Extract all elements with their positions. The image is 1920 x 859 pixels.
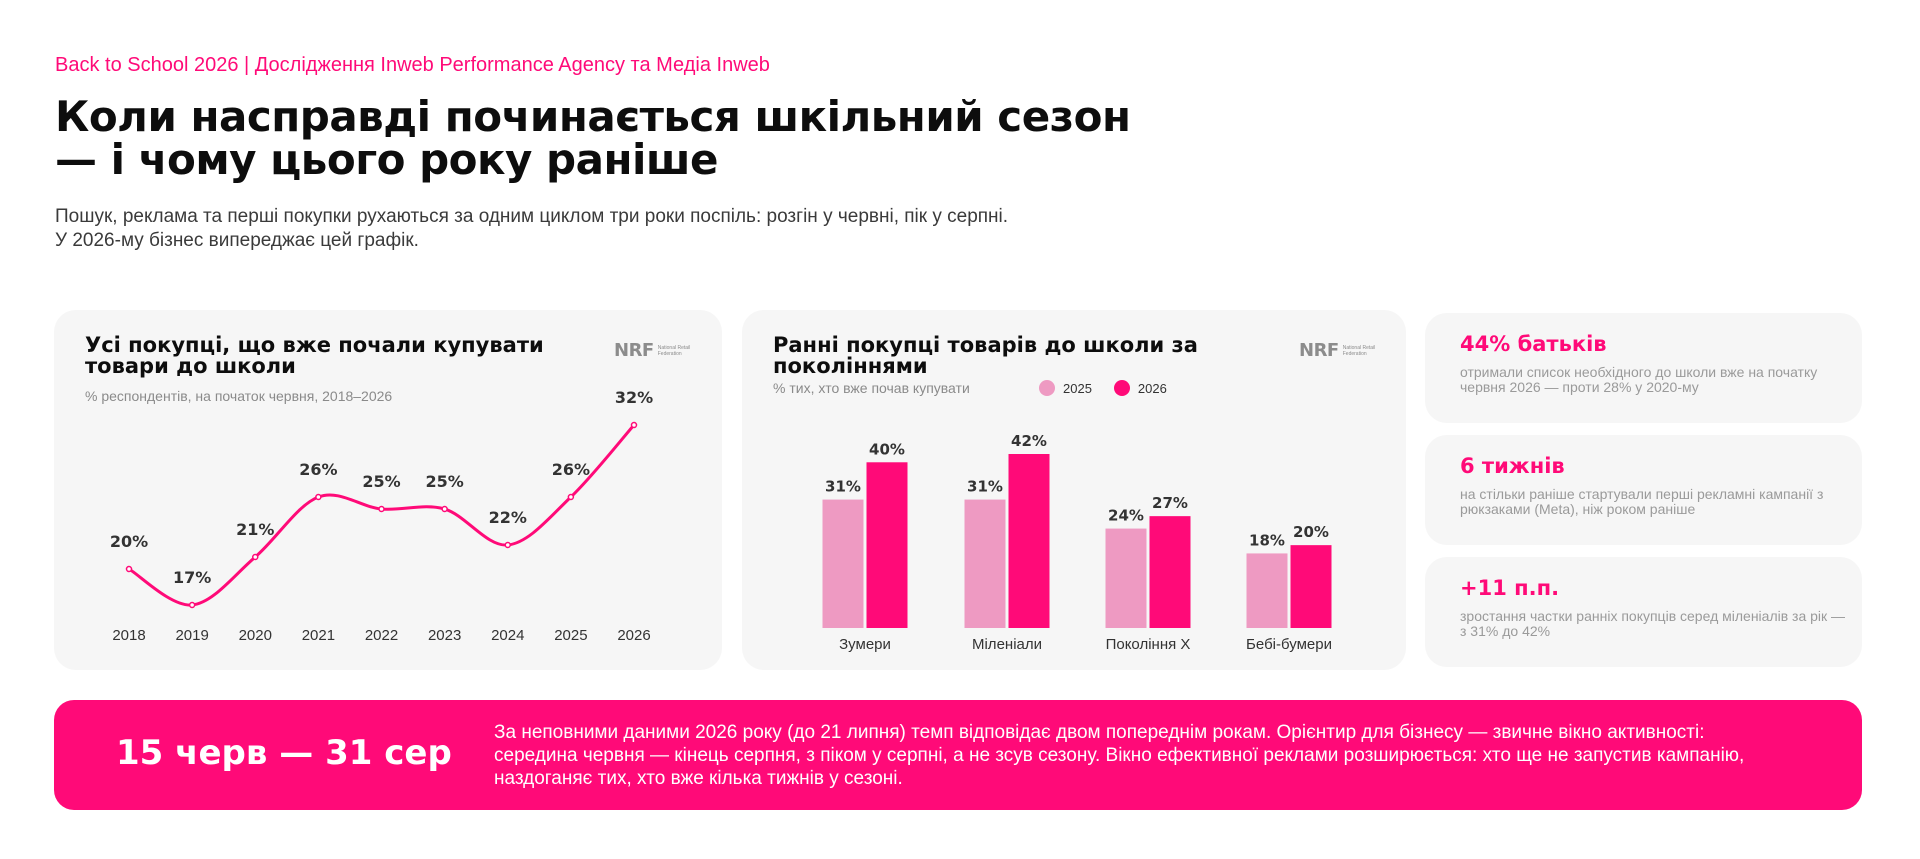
line-data-label: 25% bbox=[362, 472, 400, 491]
line-data-label: 32% bbox=[615, 388, 653, 407]
bar-chart-card: Ранні покупці товарів до школи за поколі… bbox=[742, 310, 1406, 670]
legend-label-2025: 2025 bbox=[1063, 380, 1092, 396]
stat-card: 44% батьків отримали список необхідного … bbox=[1425, 313, 1862, 423]
nrf-logo-text: National Retail Federation bbox=[657, 344, 691, 357]
legend-swatch-2026 bbox=[1113, 380, 1130, 396]
stat-description: отримали список необхідного до школи вже… bbox=[1460, 364, 1818, 395]
nrf-logo: NRF National Retail Federation bbox=[614, 340, 694, 361]
bar-chart-title: Ранні покупці товарів до школи за поколі… bbox=[773, 333, 1198, 378]
stat-value: 44% батьків bbox=[1460, 332, 1607, 356]
line-data-label: 25% bbox=[425, 472, 463, 491]
legend-item-2026: 2026 bbox=[1113, 380, 1167, 396]
line-point bbox=[441, 505, 448, 513]
line-data-label: 17% bbox=[173, 568, 211, 587]
page-title: Коли насправді починається шкільний сезо… bbox=[55, 92, 1131, 184]
bar-data-label: 31% bbox=[825, 478, 861, 496]
bar-2025 bbox=[964, 499, 1006, 628]
page-subtitle: Пошук, реклама та перші покупки рухаютьс… bbox=[55, 206, 1009, 251]
x-category-label: Бебі-бумери bbox=[1246, 636, 1332, 653]
line-point bbox=[188, 601, 196, 609]
nrf-logo-mark: NRF bbox=[1299, 340, 1339, 361]
bar-data-label: 31% bbox=[967, 478, 1003, 496]
legend-item-2025: 2025 bbox=[1039, 380, 1092, 396]
line-data-label: 20% bbox=[110, 532, 148, 551]
line-point bbox=[378, 505, 385, 513]
bar-chart-svg: 31% 40% Зумери 31% 42% Міленіали 24% 27% Поколін… bbox=[822, 432, 1332, 653]
legend-swatch-2025 bbox=[1039, 380, 1055, 396]
bar-data-label: 18% bbox=[1249, 531, 1285, 549]
line-chart-svg: 20% 2018 17% 2019 21% 2020 26% 2021 25% 2022 25% 20… bbox=[110, 388, 653, 644]
line-chart-subtitle: % респондентів, на початок червня, 2018–… bbox=[85, 388, 393, 404]
bar-data-label: 27% bbox=[1152, 494, 1188, 512]
stat-card: +11 п.п. зростання частки ранніх покупці… bbox=[1425, 557, 1862, 667]
line-data-label: 26% bbox=[299, 460, 337, 479]
x-tick-label: 2020 bbox=[239, 627, 272, 644]
line-point bbox=[252, 553, 259, 561]
stat-value: +11 п.п. bbox=[1460, 576, 1560, 600]
line-chart-title: Усі покупці, що вже почали купувати това… bbox=[85, 333, 544, 378]
x-tick-label: 2026 bbox=[617, 627, 650, 644]
line-data-label: 26% bbox=[552, 460, 590, 479]
bar-2026 bbox=[1008, 454, 1050, 628]
nrf-logo-text: National Retail Federation bbox=[1342, 344, 1376, 357]
line-point bbox=[504, 541, 511, 549]
stat-value: 6 тижнів bbox=[1460, 454, 1565, 478]
line-data-label: 22% bbox=[489, 508, 527, 527]
bar-chart-legend: 2025 2026 bbox=[1039, 380, 1181, 396]
x-tick-label: 2024 bbox=[491, 627, 524, 644]
report-eyebrow: Back to School 2026 | Дослідження Inweb … bbox=[55, 54, 770, 76]
bar-chart-subtitle: % тих, хто вже почав купувати bbox=[773, 380, 970, 396]
stat-card: 6 тижнів на стільки раніше стартували пе… bbox=[1425, 435, 1862, 545]
season-banner: 15 черв — 31 сер За неповними даними 202… bbox=[54, 700, 1862, 810]
x-tick-label: 2021 bbox=[302, 627, 335, 644]
bar-data-label: 42% bbox=[1011, 432, 1047, 450]
x-tick-label: 2019 bbox=[175, 627, 208, 644]
line-data-label: 21% bbox=[236, 520, 274, 539]
bar-2026 bbox=[1290, 545, 1332, 628]
x-tick-label: 2022 bbox=[365, 627, 398, 644]
bar-2025 bbox=[1246, 553, 1288, 628]
bar-data-label: 40% bbox=[869, 440, 905, 458]
season-banner-text: За неповними даними 2026 року (до 21 лип… bbox=[494, 722, 1745, 789]
line-chart-card: Усі покупці, що вже почали купувати това… bbox=[54, 310, 722, 670]
nrf-logo: NRF National Retail Federation bbox=[1299, 340, 1379, 361]
bar-2025 bbox=[822, 499, 864, 628]
season-date-range: 15 черв — 31 сер bbox=[116, 733, 452, 773]
legend-label-2026: 2026 bbox=[1137, 380, 1167, 396]
bar-data-label: 20% bbox=[1293, 523, 1329, 541]
stat-description: зростання частки ранніх покупців серед м… bbox=[1460, 608, 1846, 639]
line-point bbox=[125, 565, 133, 573]
x-category-label: Міленіали bbox=[972, 636, 1042, 653]
nrf-logo-mark: NRF bbox=[614, 340, 654, 361]
x-tick-label: 2025 bbox=[554, 627, 587, 644]
bar-2026 bbox=[1149, 516, 1191, 628]
x-tick-label: 2023 bbox=[428, 627, 461, 644]
bar-2026 bbox=[866, 462, 908, 628]
x-category-label: Зумери bbox=[839, 636, 891, 653]
line-point bbox=[315, 493, 322, 501]
bar-2025 bbox=[1105, 528, 1147, 628]
bar-data-label: 24% bbox=[1108, 507, 1144, 525]
x-category-label: Покоління X bbox=[1106, 636, 1191, 653]
line-point bbox=[630, 421, 638, 429]
x-tick-label: 2018 bbox=[112, 627, 145, 644]
line-point bbox=[567, 493, 575, 501]
stat-description: на стільки раніше стартували перші рекла… bbox=[1460, 486, 1824, 517]
